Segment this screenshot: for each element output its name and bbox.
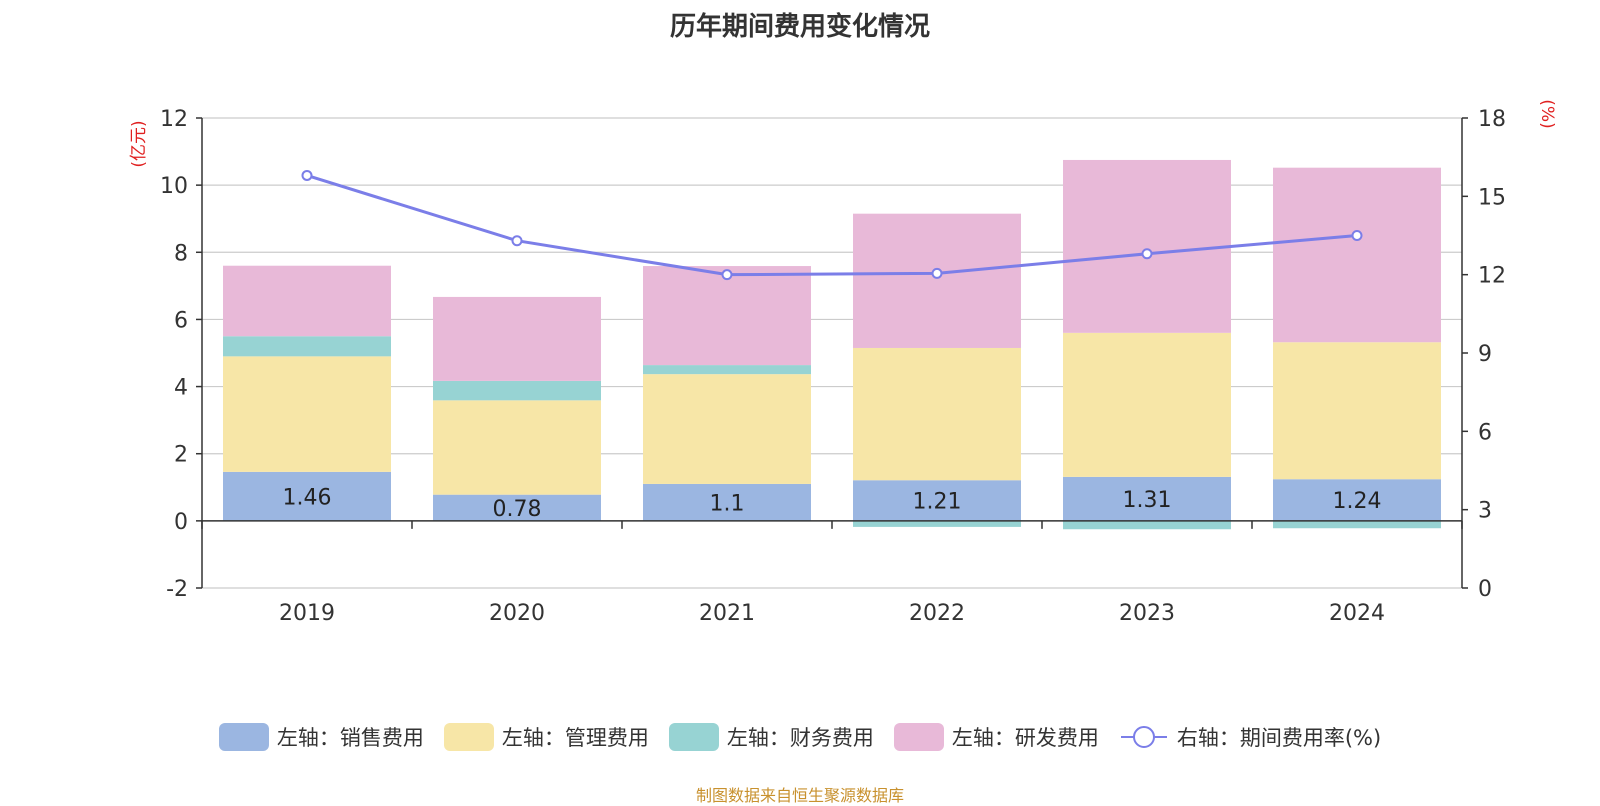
bar-segment (433, 296, 601, 381)
legend: 左轴：销售费用 左轴：管理费用 左轴：财务费用 左轴：研发费用 右轴：期间费用率… (0, 722, 1600, 752)
bar-segment (853, 347, 1021, 481)
expense-rate-point (1351, 230, 1363, 241)
right-tick-label: 6 (1478, 420, 1492, 445)
bar-segment (433, 400, 601, 495)
x-tick-label: 2020 (489, 601, 545, 626)
left-tick-label: 2 (174, 443, 188, 468)
right-tick-label: 15 (1478, 185, 1506, 210)
chart-canvas: -2 0 2 4 6 8 10 12 0 3 6 9 12 15 18 (亿元) (%) 2019 2020 2021… (129, 99, 1557, 626)
left-tick-label: 6 (174, 308, 188, 333)
axes: -2 0 2 4 6 8 10 12 0 3 6 9 12 15 18 (亿元) (%) 2019 2020 2021… (129, 99, 1557, 626)
right-tick-label: 3 (1478, 499, 1492, 524)
right-tick-label: 0 (1478, 577, 1492, 602)
left-tick-label: 0 (174, 510, 188, 535)
left-tick-label: 4 (174, 376, 188, 401)
left-axis-unit-label: (亿元) (129, 120, 149, 167)
expense-rate-point (1141, 248, 1153, 260)
legend-label-admin: 左轴：管理费用 (501, 726, 649, 750)
legend-label-rnd: 左轴：研发费用 (951, 726, 1099, 750)
bar-segment (643, 266, 811, 366)
bar-segment (223, 265, 391, 337)
right-tick-label: 9 (1478, 342, 1492, 367)
source-note: 制图数据来自恒生聚源数据库 (695, 786, 904, 805)
legend-item-admin[interactable]: 左轴：管理费用 (443, 722, 649, 752)
bar-segment (643, 374, 811, 484)
legend-item-expense-rate[interactable]: 右轴：期间费用率(%) (1119, 722, 1381, 752)
legend-label-finance: 左轴：财务费用 (726, 726, 874, 750)
bar-value-label: 1.1 (710, 491, 745, 516)
x-tick-label: 2024 (1329, 601, 1385, 626)
legend-swatch-admin (443, 723, 494, 751)
bar-segment (1273, 342, 1441, 480)
bar-segment (1273, 479, 1441, 521)
expense-rate-point (301, 169, 313, 181)
bar-segment (643, 483, 811, 521)
bar-segment (433, 380, 601, 401)
left-tick-label: 8 (174, 241, 188, 266)
bar-segment (1273, 167, 1441, 343)
x-tick-label: 2023 (1119, 601, 1175, 626)
legend-swatch-finance (668, 723, 719, 751)
x-tick-label: 2022 (909, 601, 965, 626)
legend-label-expense-rate: 右轴：期间费用率(%) (1176, 726, 1382, 750)
bar-segment (643, 365, 811, 375)
expense-rate-point (511, 235, 523, 247)
legend-item-finance[interactable]: 左轴：财务费用 (668, 722, 874, 752)
x-tick-label: 2019 (279, 601, 335, 626)
legend-line-marker-icon (1120, 726, 1167, 748)
expense-rate-point (931, 267, 943, 279)
legend-swatch-sales (218, 723, 269, 751)
bar-segment (223, 336, 391, 357)
bar-segment (853, 213, 1021, 348)
bar-value-label: 1.21 (913, 490, 962, 515)
x-tick-label: 2021 (699, 601, 755, 626)
bar-segment (1063, 476, 1231, 521)
right-tick-label: 18 (1478, 107, 1506, 132)
bar-value-label: 1.31 (1123, 488, 1172, 513)
bar-value-label: 1.24 (1333, 489, 1382, 514)
chart-title: 历年期间费用变化情况 (669, 12, 930, 42)
legend-swatch-rnd (893, 723, 944, 751)
expense-rate-line (306, 174, 1358, 277)
bar-segment (1063, 332, 1231, 477)
bar-segment (223, 471, 391, 521)
right-axis-unit-label: (%) (1537, 99, 1557, 128)
expense-rate-point (721, 269, 733, 281)
legend-item-sales[interactable]: 左轴：销售费用 (218, 722, 424, 752)
bar-segment (1063, 520, 1231, 530)
bar-segment (223, 356, 391, 472)
bar-segment (853, 480, 1021, 521)
left-tick-label: 12 (160, 107, 188, 132)
legend-item-rnd[interactable]: 左轴：研发费用 (893, 722, 1099, 752)
bar-value-label: 0.78 (493, 497, 542, 522)
left-tick-label: -2 (166, 577, 188, 602)
right-tick-label: 12 (1478, 264, 1506, 289)
line-series (301, 169, 1363, 281)
bar-series (223, 159, 1441, 530)
legend-label-sales: 左轴：销售费用 (276, 726, 424, 750)
bar-segment (853, 520, 1021, 527)
data-labels: 1.46 0.78 1.1 1.21 1.31 1.24 (283, 485, 1382, 521)
bar-segment (1273, 520, 1441, 529)
bar-segment (1063, 159, 1231, 333)
bar-segment (433, 494, 601, 521)
bar-value-label: 1.46 (283, 485, 332, 510)
left-tick-label: 10 (160, 174, 188, 199)
